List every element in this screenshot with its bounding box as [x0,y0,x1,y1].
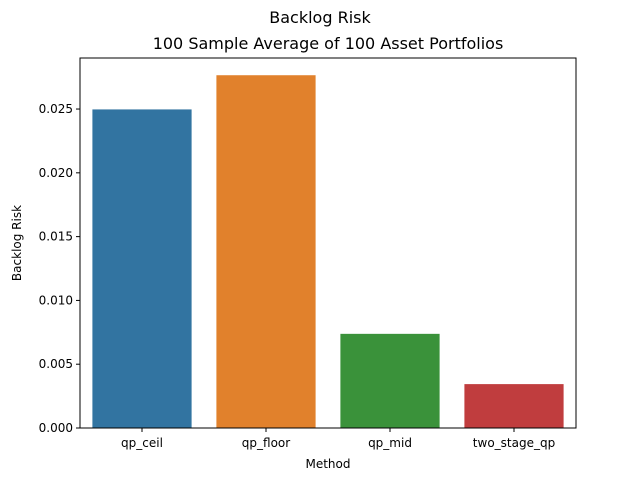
y-axis-label: Backlog Risk [10,205,24,281]
x-tick-label: qp_ceil [121,436,163,450]
y-tick-label: 0.005 [39,357,73,371]
y-tick-label: 0.000 [39,421,73,435]
bar-qp_mid [340,333,440,428]
chart-suptitle: Backlog Risk [269,8,371,27]
chart-title: 100 Sample Average of 100 Asset Portfoli… [153,34,504,53]
bar-qp_floor [216,75,316,429]
y-tick-label: 0.025 [39,102,73,116]
bars-layer [92,75,564,429]
y-axis: 0.000 0.005 0.010 0.015 0.020 0.025 [39,102,80,435]
x-tick-label: qp_floor [242,436,290,450]
x-tick-label: two_stage_qp [473,436,555,450]
bar-two_stage_qp [464,384,564,428]
bar-qp_ceil [92,109,192,429]
x-tick-label: qp_mid [368,436,412,450]
x-axis: qp_ceil qp_floor qp_mid two_stage_qp [121,428,555,450]
y-tick-label: 0.010 [39,293,73,307]
y-tick-label: 0.020 [39,166,73,180]
y-tick-label: 0.015 [39,230,73,244]
x-axis-label: Method [305,457,350,471]
plot-frame [79,57,577,429]
